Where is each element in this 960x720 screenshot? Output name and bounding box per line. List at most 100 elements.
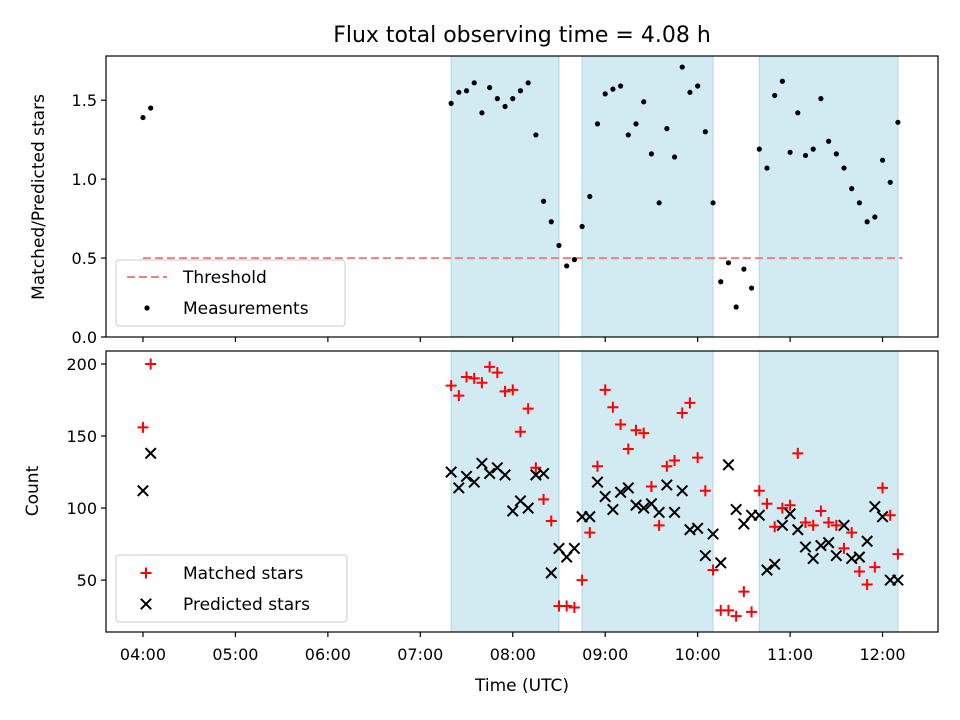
point-x-26 <box>630 499 642 512</box>
top-x-ticks <box>142 337 884 342</box>
point-plus-60 <box>892 548 904 560</box>
top-y-ticks: 0.0 0.5 1.0 1.5 <box>72 91 106 347</box>
legend-predicted-label: Predicted stars <box>183 595 310 615</box>
y-tick-label: 1.5 <box>72 91 97 110</box>
point-plus-22 <box>599 384 611 396</box>
point-dot-56 <box>864 219 870 225</box>
point-dot-0 <box>140 114 146 121</box>
top-shaded-intervals <box>450 55 899 338</box>
shaded-interval-1 <box>581 350 714 633</box>
bottom-x-ticks: 04:00 05:00 06:00 07:00 08:00 09:00 10:00 11:00… <box>120 632 906 664</box>
point-plus-58 <box>877 482 889 494</box>
point-dot-1 <box>148 105 154 111</box>
point-x-58 <box>876 510 889 523</box>
chart-title: Flux total observing time = 4.08 h <box>333 23 711 48</box>
y-tick-label: 50 <box>77 571 97 590</box>
point-x-57 <box>868 500 881 513</box>
point-x-25 <box>622 481 635 494</box>
shaded-interval-2 <box>758 350 899 633</box>
point-dot-31 <box>671 154 678 160</box>
point-plus-28 <box>645 480 657 492</box>
legend-predicted-swatch <box>140 598 152 610</box>
point-x-55 <box>853 551 866 563</box>
point-dot-30 <box>664 126 670 132</box>
point-plus-7 <box>484 361 496 373</box>
point-dot-40 <box>741 266 747 272</box>
point-dot-29 <box>656 200 662 206</box>
point-x-15 <box>545 567 558 579</box>
point-dot-19 <box>579 223 585 230</box>
legend-frame <box>115 259 346 327</box>
bottom-shaded-intervals <box>450 350 899 633</box>
point-x-56 <box>861 535 874 548</box>
point-dot-13 <box>533 132 539 138</box>
point-plus-9 <box>499 385 511 397</box>
point-plus-1 <box>145 358 157 370</box>
point-x-48 <box>799 541 812 553</box>
point-x-32 <box>676 484 689 497</box>
point-x-9 <box>499 469 511 481</box>
shaded-interval-0 <box>450 55 560 338</box>
legend-matched-swatch <box>140 567 152 579</box>
point-plus-32 <box>676 407 688 419</box>
point-x-42 <box>753 509 766 522</box>
x-axis-label: Time (UTC) <box>474 676 569 696</box>
point-dot-3 <box>456 89 462 95</box>
x-tick-label: 11:00 <box>767 645 813 664</box>
legend-frame <box>115 554 348 623</box>
point-dot-25 <box>625 132 631 138</box>
point-plus-29 <box>653 519 665 531</box>
point-x-20 <box>583 510 596 523</box>
y-tick-label: 1.0 <box>72 170 97 189</box>
point-dot-36 <box>710 200 716 206</box>
x-tick-label: 05:00 <box>212 645 258 664</box>
point-plus-6 <box>476 377 488 389</box>
point-plus-23 <box>607 401 619 413</box>
point-plus-31 <box>669 455 681 467</box>
point-x-0 <box>137 484 149 497</box>
point-dot-60 <box>895 119 901 125</box>
point-x-7 <box>483 467 496 480</box>
point-plus-47 <box>792 447 804 459</box>
bottom-legend: Matched stars Predicted stars <box>115 554 348 623</box>
point-plus-13 <box>530 462 542 474</box>
y-tick-label: 100 <box>66 499 97 518</box>
point-dot-16 <box>556 242 562 249</box>
point-x-51 <box>822 536 835 549</box>
point-dot-39 <box>733 304 739 310</box>
point-plus-26 <box>630 424 642 436</box>
point-x-60 <box>892 574 904 587</box>
top-axes-frame <box>105 55 939 338</box>
point-plus-17 <box>561 600 573 612</box>
point-plus-4 <box>461 371 473 383</box>
point-plus-50 <box>815 505 827 517</box>
point-plus-55 <box>853 565 865 577</box>
y-tick-label: 0.0 <box>72 328 97 347</box>
point-plus-0 <box>137 421 149 433</box>
point-plus-42 <box>753 485 765 497</box>
shaded-interval-2 <box>758 55 899 338</box>
point-dot-32 <box>679 64 685 70</box>
point-plus-56 <box>861 578 873 590</box>
point-x-53 <box>838 519 850 532</box>
point-x-10 <box>506 505 519 517</box>
point-dot-2 <box>448 100 454 106</box>
point-x-21 <box>591 476 604 489</box>
point-plus-35 <box>699 485 711 497</box>
point-plus-53 <box>838 542 850 554</box>
point-x-45 <box>776 519 789 532</box>
point-dot-55 <box>856 200 863 206</box>
point-dot-5 <box>471 80 477 86</box>
point-plus-34 <box>692 452 704 464</box>
point-plus-5 <box>468 372 480 384</box>
point-dot-8 <box>494 96 500 102</box>
point-dot-51 <box>826 138 832 144</box>
point-plus-12 <box>522 403 534 415</box>
point-plus-2 <box>445 380 457 392</box>
point-plus-24 <box>615 418 627 430</box>
point-x-4 <box>460 470 473 483</box>
point-plus-51 <box>823 516 835 528</box>
point-dot-44 <box>772 92 778 99</box>
point-x-31 <box>668 506 681 519</box>
point-x-34 <box>691 522 704 535</box>
